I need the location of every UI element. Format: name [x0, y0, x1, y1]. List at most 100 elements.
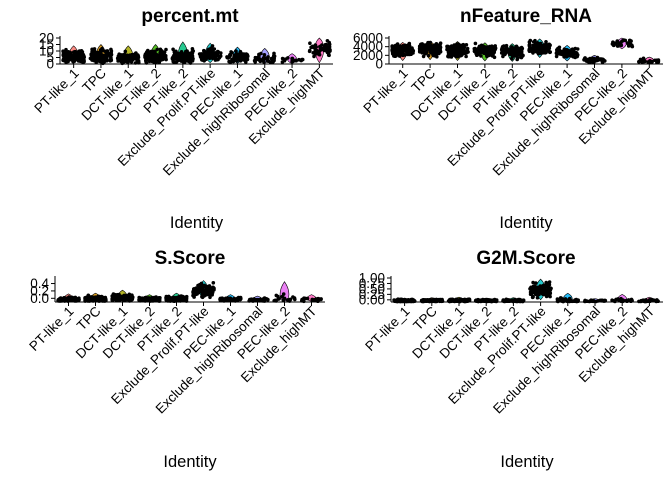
data-point	[212, 47, 217, 51]
y-tick-label: 15	[39, 37, 54, 52]
data-point	[181, 52, 185, 57]
data-point	[648, 299, 652, 304]
data-point	[96, 51, 101, 55]
data-point	[186, 59, 191, 64]
data-point	[282, 58, 287, 63]
data-point	[455, 46, 459, 51]
panel-title: percent.mt	[141, 6, 239, 27]
data-point	[554, 54, 559, 59]
data-point	[465, 299, 469, 304]
data-point	[205, 292, 209, 297]
data-point	[239, 296, 243, 301]
data-point	[137, 61, 141, 65]
data-point	[77, 49, 82, 53]
data-point	[145, 50, 149, 54]
data-point	[126, 294, 130, 299]
data-point	[583, 299, 588, 304]
data-point	[108, 58, 112, 62]
data-point	[465, 46, 470, 51]
data-point	[543, 292, 547, 297]
data-point	[201, 284, 205, 288]
y-tick-label: 0.0	[30, 291, 49, 306]
data-point	[615, 39, 620, 43]
data-point	[155, 54, 159, 59]
data-point	[122, 52, 127, 57]
data-point	[432, 44, 437, 48]
data-point	[199, 52, 204, 57]
data-point	[259, 51, 263, 56]
data-point	[262, 53, 267, 57]
data-point	[212, 56, 217, 60]
panel-title: nFeature_RNA	[460, 6, 592, 27]
data-point	[506, 298, 510, 302]
data-point	[89, 52, 93, 57]
data-point	[527, 48, 531, 53]
data-point	[204, 285, 208, 289]
data-point	[287, 297, 292, 302]
y-tick-label: 0.2	[30, 283, 49, 298]
y-tick-label: 20	[39, 31, 54, 46]
data-point	[227, 55, 232, 59]
data-point	[531, 294, 535, 299]
data-point	[147, 298, 152, 302]
data-point	[182, 59, 187, 63]
data-point	[626, 44, 631, 48]
y-tick-label: 0.50	[359, 281, 385, 296]
data-point	[66, 299, 70, 303]
y-tick-label: 1.00	[359, 271, 385, 286]
data-point	[641, 58, 646, 63]
x-tick-label-PT-like_1: PT-like_1	[26, 304, 76, 354]
data-point	[253, 60, 257, 64]
data-point	[61, 54, 66, 59]
data-point	[533, 43, 537, 47]
data-point	[541, 51, 545, 55]
data-point	[437, 46, 441, 50]
data-point	[218, 54, 222, 58]
data-point	[280, 294, 285, 299]
data-point	[394, 54, 398, 58]
data-point	[211, 281, 216, 285]
data-point	[473, 47, 478, 52]
data-point	[113, 294, 118, 299]
data-point	[411, 51, 415, 55]
data-point	[202, 48, 206, 53]
data-point	[190, 57, 194, 62]
data-point	[308, 41, 312, 45]
panel-percent-mt: percent.mt Identity 05101520PT-like_1TPC…	[31, 6, 333, 232]
data-point	[400, 46, 405, 50]
data-point	[89, 56, 93, 60]
data-point	[461, 42, 466, 47]
data-point	[241, 58, 246, 62]
data-point	[637, 299, 641, 304]
data-point	[569, 53, 573, 58]
data-point	[229, 297, 234, 301]
data-point	[78, 54, 82, 58]
data-point	[407, 44, 412, 48]
data-point	[60, 299, 64, 303]
data-point	[485, 54, 489, 58]
y-tick-label: 0.00	[359, 292, 385, 307]
data-point	[78, 59, 83, 64]
data-point	[74, 56, 78, 60]
data-point	[531, 51, 535, 55]
data-point	[61, 57, 66, 61]
data-point	[323, 42, 328, 47]
y-tick-label: 0.25	[359, 287, 385, 302]
data-point	[464, 54, 468, 59]
data-point	[544, 284, 548, 289]
data-point	[160, 57, 165, 61]
data-point	[259, 58, 264, 63]
data-point	[508, 52, 512, 56]
data-point	[462, 51, 467, 55]
data-point	[539, 290, 544, 294]
data-point	[313, 51, 318, 56]
y-tick-label: 0.4	[30, 276, 49, 291]
data-point	[641, 298, 645, 303]
data-point	[536, 48, 541, 52]
data-point	[177, 51, 181, 56]
data-point	[610, 42, 615, 46]
data-point	[431, 298, 435, 303]
data-point	[265, 57, 270, 62]
data-point	[562, 50, 567, 54]
data-point	[395, 50, 400, 54]
